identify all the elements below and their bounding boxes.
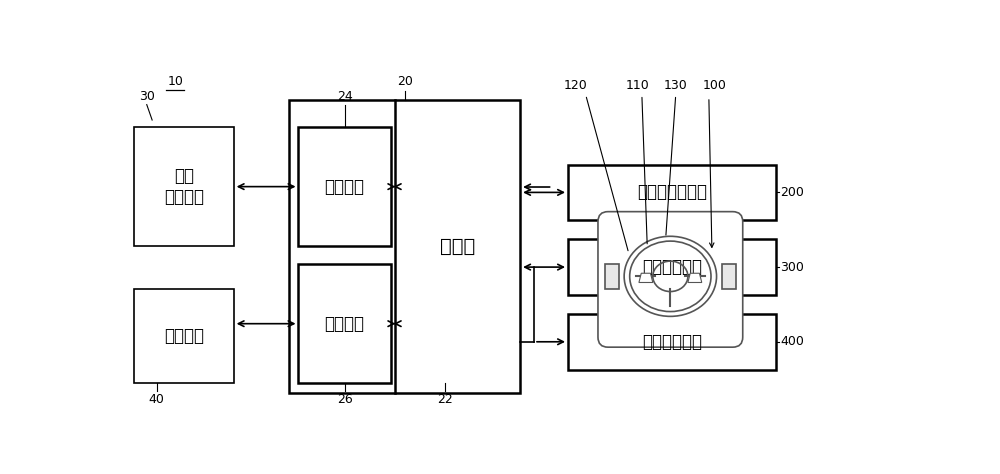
Polygon shape — [688, 273, 702, 283]
Text: 处理器: 处理器 — [440, 237, 475, 256]
Text: 110: 110 — [625, 79, 649, 92]
Text: 400: 400 — [780, 335, 804, 348]
Bar — [722, 264, 736, 289]
Bar — [134, 127, 234, 246]
Text: 20: 20 — [397, 75, 413, 89]
Bar — [289, 100, 520, 392]
Text: 22: 22 — [437, 392, 453, 406]
Text: 120: 120 — [564, 79, 588, 92]
Bar — [568, 314, 776, 370]
Bar — [605, 264, 619, 289]
Bar — [298, 264, 391, 383]
Bar — [568, 164, 776, 220]
Polygon shape — [639, 273, 653, 283]
Text: 200: 200 — [780, 186, 804, 199]
FancyBboxPatch shape — [598, 212, 743, 347]
Bar — [134, 290, 234, 383]
Text: 300: 300 — [780, 261, 804, 273]
Text: 音频引导装置: 音频引导装置 — [642, 258, 702, 276]
Bar — [568, 239, 776, 295]
Text: 座椅移动装置: 座椅移动装置 — [642, 333, 702, 351]
Text: 显示装置: 显示装置 — [164, 328, 204, 346]
Bar — [298, 127, 391, 246]
Text: 130: 130 — [664, 79, 688, 92]
Text: 倾斜和伸缩装置: 倾斜和伸缩装置 — [637, 183, 707, 201]
Text: 24: 24 — [337, 90, 353, 103]
Text: 通信装置: 通信装置 — [325, 178, 365, 196]
Text: 100: 100 — [702, 79, 726, 92]
Text: 40: 40 — [149, 392, 165, 406]
Text: 30: 30 — [139, 90, 155, 103]
Text: 26: 26 — [337, 392, 353, 406]
Text: 存储装置: 存储装置 — [325, 315, 365, 333]
Text: 用户
输入装置: 用户 输入装置 — [164, 167, 204, 206]
Text: 10: 10 — [167, 75, 183, 89]
